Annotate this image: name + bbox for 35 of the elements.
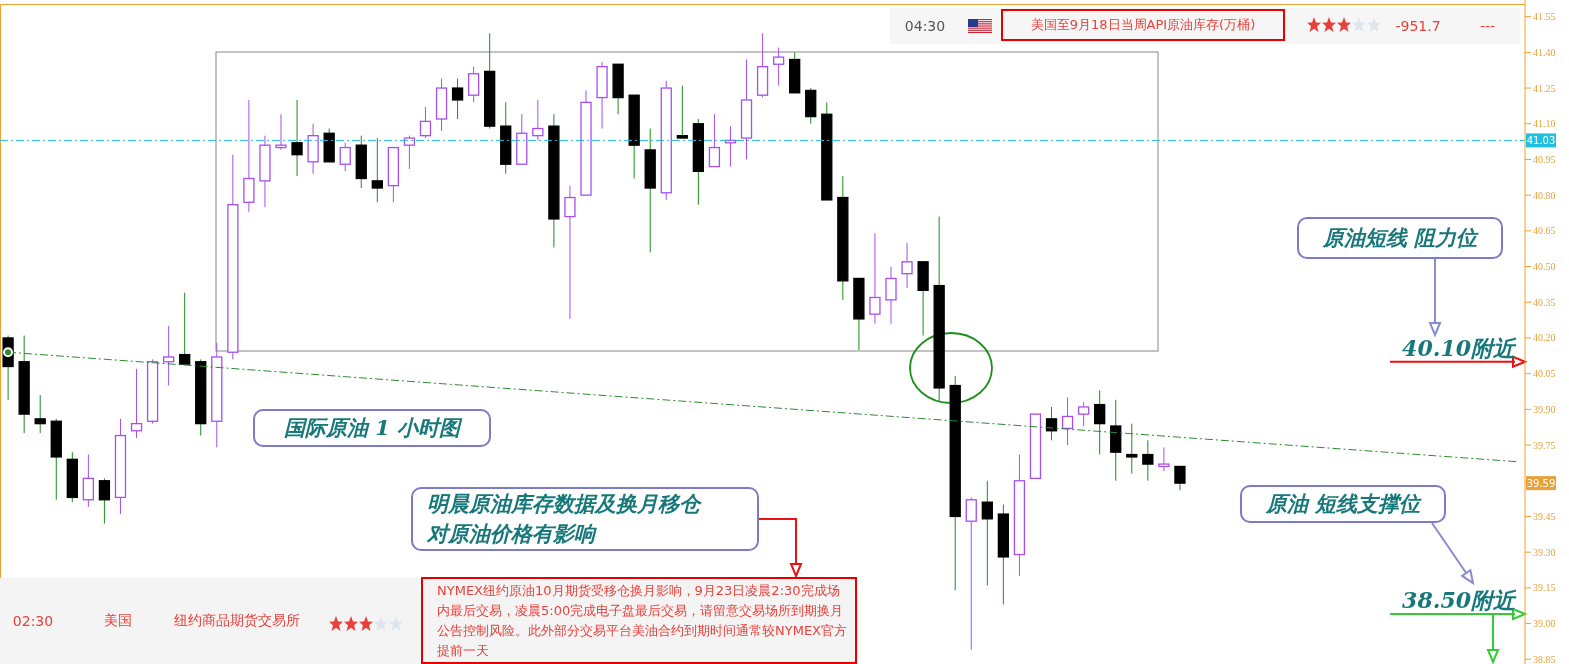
annotation: 美国至9月18日当周API原油库存(万桶) — [1001, 9, 1285, 41]
annotation: 国际原油 1 小时图 — [253, 409, 491, 447]
y-tick-label: 40.95 — [1533, 154, 1556, 166]
text: 39.59 — [1526, 478, 1556, 490]
ref-line-label: 40.10附近 — [1402, 334, 1517, 361]
annotation: 原油 短线支撑位 — [1240, 485, 1446, 523]
annotation: NYMEX纽约原油10月期货受移仓换月影响，9月23日凌晨2:30完成场内最后交易，凌晨5:00完成电子盘最后交易，请留意交易场所到期换月公告控制风险。此外部分交易平台美油合约到期时间通常较NYMEX官方提前一天 — [421, 577, 857, 664]
y-tick-label: 41.10 — [1533, 118, 1556, 130]
ref-line-label: 41.03 — [1526, 135, 1556, 147]
annotation: 02:30 — [11, 612, 55, 631]
y-tick-label: 41.25 — [1533, 82, 1556, 94]
y-tick-label: 41.55 — [1533, 11, 1556, 23]
annotation: --- — [1478, 17, 1497, 36]
y-tick-label: 40.65 — [1533, 225, 1556, 237]
y-tick-label: 39.00 — [1533, 618, 1556, 630]
annotation: 美国 — [102, 611, 133, 630]
y-tick-label: 38.85 — [1533, 653, 1556, 664]
y-tick-label: 40.80 — [1533, 189, 1556, 201]
y-tick-label: 40.05 — [1533, 368, 1556, 380]
y-tick-label: 39.90 — [1533, 403, 1556, 415]
annotation: 对原油价格有影响 — [427, 520, 595, 548]
annotation: 明晨原油库存数据及换月移仓 — [427, 490, 700, 518]
y-tick-label: 39.75 — [1533, 439, 1556, 451]
y-tick-label: 40.50 — [1533, 261, 1556, 273]
annotation: 原油短线 阻力位 — [1297, 217, 1503, 259]
y-tick-label: 40.20 — [1533, 332, 1556, 344]
annotation: 纽约商品期货交易所 — [172, 611, 301, 630]
y-tick-label: 40.35 — [1533, 296, 1556, 308]
y-tick-label: 39.45 — [1533, 510, 1556, 522]
y-tick-label: 41.40 — [1533, 46, 1556, 58]
y-tick-label: 39.15 — [1533, 582, 1556, 594]
ref-line-label: 38.50附近 — [1402, 587, 1517, 614]
y-tick-label: 39.30 — [1533, 546, 1556, 558]
annotation: 04:30 — [903, 17, 947, 36]
annotation: -951.7 — [1394, 17, 1442, 36]
